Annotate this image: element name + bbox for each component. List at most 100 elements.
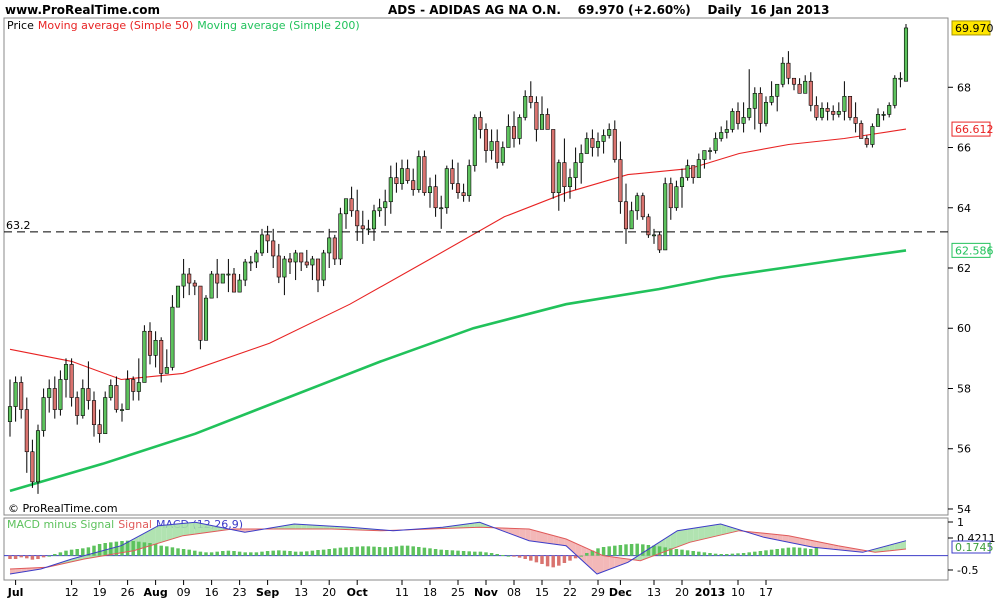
- macd-hist-bar: [226, 550, 231, 556]
- candle-body: [752, 93, 757, 109]
- candle: [360, 210, 365, 244]
- candle: [444, 165, 449, 214]
- candle-body: [192, 282, 197, 287]
- macd-hist-bar: [288, 551, 292, 556]
- macd-hist-bar: [366, 546, 371, 556]
- macd-hist-bar: [685, 550, 690, 556]
- candle-body: [853, 117, 858, 124]
- macd-value-label: 0.1745: [955, 541, 994, 554]
- macd-hist-bar: [691, 551, 695, 556]
- candle: [170, 295, 175, 371]
- candle-body: [439, 207, 444, 210]
- candle-body: [607, 129, 612, 136]
- macd-fill: [805, 539, 811, 547]
- macd-fill: [480, 522, 486, 528]
- macd-hist-bar: [417, 547, 421, 556]
- candle-body: [651, 234, 657, 237]
- macd-fill: [161, 524, 167, 543]
- macd-hist-bar: [271, 550, 275, 556]
- macd-fill: [581, 545, 587, 565]
- candle-body: [108, 385, 113, 398]
- site-label[interactable]: www.ProRealTime.com: [5, 3, 160, 17]
- macd-fill: [682, 529, 688, 546]
- candle-body: [629, 210, 634, 230]
- candle-body: [696, 159, 701, 178]
- macd-hist-bar: [187, 549, 191, 556]
- candle: [595, 132, 601, 157]
- date-tick-label: 20: [322, 586, 336, 599]
- macd-hist-bar: [265, 551, 270, 556]
- candle: [35, 424, 41, 494]
- candle-body: [203, 297, 209, 341]
- macd-fill: [894, 542, 901, 551]
- macd-hist-bar: [254, 552, 259, 556]
- candle-body: [287, 258, 293, 263]
- macd-hist-bar: [680, 549, 684, 556]
- candle-body: [293, 252, 298, 263]
- candle-body: [595, 141, 601, 148]
- candle: [691, 165, 696, 184]
- macd-hist-bar: [741, 553, 746, 556]
- date-tick-label: 22: [563, 586, 577, 599]
- candle-body: [338, 213, 343, 260]
- candle-body: [467, 165, 472, 197]
- macd-fill: [206, 524, 212, 533]
- candle-body: [265, 234, 270, 242]
- macd-hist-bar: [321, 549, 326, 556]
- macd-hist-bar: [316, 550, 320, 556]
- macd-fill: [799, 537, 806, 546]
- candle: [399, 159, 405, 190]
- macd-hist-bar: [86, 547, 91, 556]
- candle: [511, 111, 517, 148]
- date-tick-label: 26: [121, 586, 135, 599]
- macd-fill: [536, 530, 542, 543]
- candle-body: [887, 105, 892, 115]
- candle: [735, 102, 741, 130]
- candle-body: [478, 117, 483, 130]
- candle: [181, 258, 186, 299]
- macd-fill: [603, 555, 610, 572]
- candle: [679, 168, 685, 208]
- date-tick-label: Oct: [347, 586, 368, 599]
- candle: [814, 96, 819, 121]
- candle-body: [147, 330, 153, 356]
- macd-hist-bar: [708, 553, 712, 556]
- candle-body: [584, 138, 589, 154]
- date-tick-label: 11: [395, 586, 409, 599]
- candle: [483, 123, 489, 163]
- candle-body: [91, 400, 97, 425]
- candle: [226, 258, 231, 293]
- candle: [629, 201, 634, 230]
- candle: [377, 198, 382, 217]
- candle: [724, 120, 729, 139]
- candle-body: [842, 96, 847, 112]
- candle: [47, 379, 52, 413]
- macd-hist-bar: [702, 552, 707, 556]
- macd-hist-bar: [674, 549, 679, 556]
- candle-body: [875, 114, 881, 127]
- macd-fill: [676, 529, 682, 548]
- candle: [310, 255, 315, 281]
- candle: [562, 138, 567, 202]
- header-bar: www.ProRealTime.com ADS - ADIDAS AG NA O…: [0, 0, 1000, 20]
- candle: [831, 105, 836, 121]
- macd-hist-bar: [114, 541, 119, 556]
- candle: [287, 252, 293, 275]
- macd-fill: [172, 523, 178, 539]
- macd-fill: [609, 556, 615, 570]
- candle: [388, 165, 393, 214]
- macd-hist-bar: [596, 548, 600, 556]
- candle-body: [523, 96, 528, 118]
- date-tick-label: 15: [535, 586, 549, 599]
- candle-body: [103, 397, 108, 434]
- macd-fill: [200, 523, 206, 534]
- macd-fill: [323, 525, 330, 529]
- macd-hist-bar: [142, 542, 147, 556]
- macd-hist-bar: [624, 544, 628, 556]
- candle-body: [41, 397, 46, 431]
- candle-body: [13, 382, 18, 407]
- candle: [825, 102, 830, 121]
- macd-fill: [469, 522, 475, 528]
- candle-body: [411, 180, 416, 190]
